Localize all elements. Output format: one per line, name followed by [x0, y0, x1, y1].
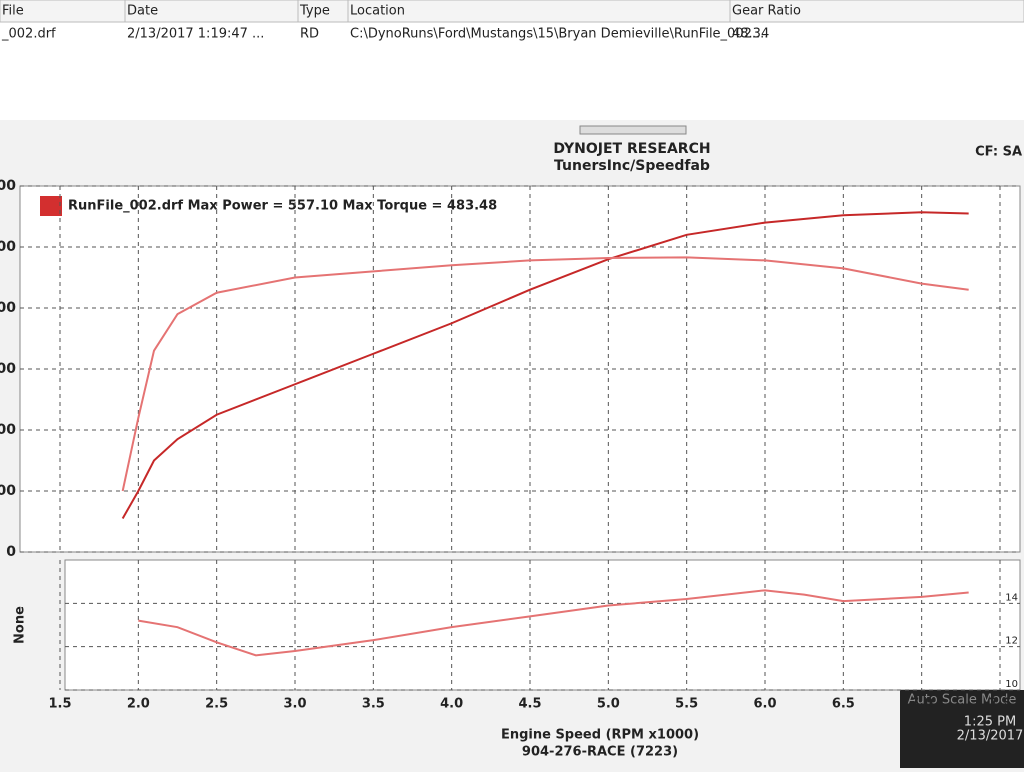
column-header: Location: [350, 4, 405, 19]
x-tick-label: 1.5: [48, 697, 71, 712]
x-tick-label: 2.5: [205, 697, 228, 712]
legend: RunFile_002.drf Max Power = 557.10 Max T…: [68, 199, 497, 214]
y-tick-label: 500: [0, 239, 16, 255]
y-tick-label: 600: [0, 178, 16, 194]
x-tick-label: 7.5: [988, 697, 1011, 712]
taskbar: [900, 690, 1024, 768]
table: File Date Type Location Gear Ratio _002.drf 2/…: [0, 0, 801, 42]
x-tick-label: 5.0: [597, 697, 620, 712]
x-tick-label: 5.5: [675, 697, 698, 712]
x-tick-label: 7.0: [910, 697, 933, 712]
curve: [138, 589, 969, 657]
splitter[interactable]: [579, 125, 687, 135]
column-header: File: [2, 4, 24, 19]
y-tick-label: 0: [6, 544, 16, 560]
x-tick-label: 4.5: [518, 697, 541, 712]
y-tick-label: 14: [1005, 592, 1018, 603]
x-axis-label: Engine Speed (RPM x1000): [501, 728, 699, 743]
list-header: [0, 0, 1024, 23]
company: DYNOJET RESEARCH: [553, 141, 710, 157]
y-tick-label: 100: [0, 483, 16, 499]
cell: RD: [300, 27, 319, 42]
y-tick-label: 200: [0, 422, 16, 438]
mode: Auto Scale Mode: [908, 693, 1017, 708]
correction: CF: SA: [975, 145, 1022, 160]
cell: _002.drf: [1, 27, 56, 42]
x-tick-label: 3.5: [362, 697, 385, 712]
y-tick-label: 10: [1005, 679, 1018, 690]
time: 1:25 PM: [964, 715, 1016, 730]
date: 2/13/2017: [957, 729, 1024, 744]
y-axis-label: None: [13, 606, 28, 644]
x-tick-label: 2.0: [127, 697, 150, 712]
footer: 904-276-RACE (7223): [522, 745, 678, 760]
lower-plot: [64, 559, 1021, 691]
legend-swatch: [40, 196, 62, 216]
y-tick-label: 300: [0, 361, 16, 377]
shop: TunersInc/Speedfab: [554, 158, 710, 174]
cell: C:\DynoRuns\Ford\Mustangs\15\Bryan Demie…: [350, 27, 768, 42]
curve: [121, 256, 969, 492]
x-tick-label: 3.0: [283, 697, 306, 712]
curve: [121, 211, 969, 519]
column-header: Date: [127, 4, 158, 19]
cell: 2/13/2017 1:19:47 ...: [127, 27, 264, 42]
x-tick-label: 6.5: [832, 697, 855, 712]
column-header: Gear Ratio: [732, 4, 801, 19]
y-tick-label: 12: [1005, 636, 1018, 647]
x-tick-label: 4.0: [440, 697, 463, 712]
y-tick-label: 400: [0, 300, 16, 316]
cell: 48.34: [732, 27, 769, 42]
column-header: Type: [299, 4, 330, 19]
x-tick-label: 6.0: [753, 697, 776, 712]
